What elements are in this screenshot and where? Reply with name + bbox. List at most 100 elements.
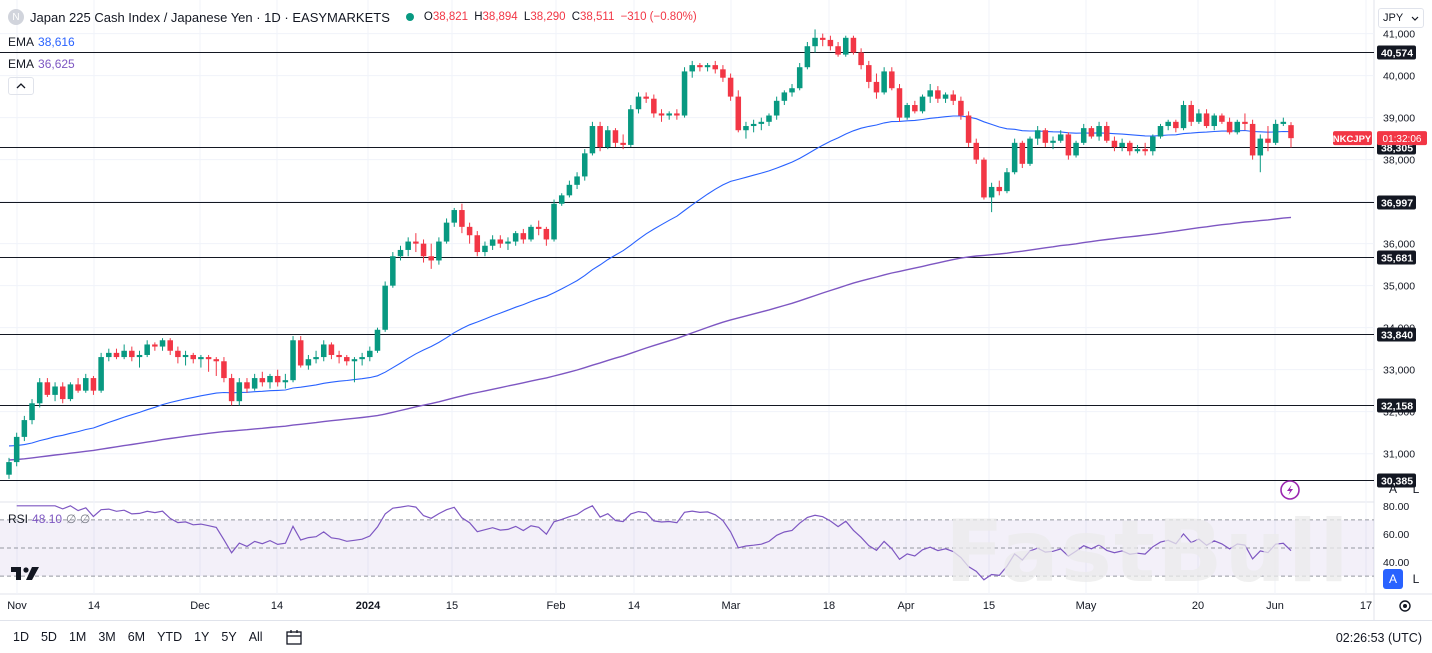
candle-body <box>812 37 818 47</box>
level-tag-label: 32,158 <box>1381 401 1413 413</box>
ema-slow-legend[interactable]: EMA 36,625 <box>8 57 75 71</box>
price-tick-label: 31,000 <box>1383 449 1415 461</box>
collapse-legend-button[interactable] <box>8 77 34 95</box>
price-change: −310 (−0.80%) <box>620 11 697 23</box>
bottom-toolbar: 1D 5D 1M 3M 6M YTD 1Y 5Y All 02:26:53 (U… <box>0 620 1432 653</box>
timeframe-1y[interactable]: 1Y <box>194 630 210 644</box>
candle-body <box>313 357 319 360</box>
candle-body <box>106 352 112 358</box>
tradingview-logo-icon[interactable] <box>10 564 40 582</box>
candle-body <box>866 65 872 82</box>
candle-body <box>344 357 350 362</box>
candle-body <box>512 233 519 242</box>
candle-body <box>543 228 550 240</box>
level-tag-label: 36,997 <box>1381 198 1413 210</box>
ema-fast-legend[interactable]: EMA 38,616 <box>8 35 75 49</box>
candle-body <box>1011 142 1018 173</box>
timeframe-all[interactable]: All <box>248 630 263 644</box>
ema-fast-series <box>8 115 1292 447</box>
candle-body <box>336 354 342 358</box>
candle-body <box>942 94 949 99</box>
candle-body <box>213 359 220 362</box>
candle-body <box>1142 149 1148 152</box>
symbol-title[interactable]: Japan 225 Cash Index / Japanese Yen · 1D… <box>30 9 390 25</box>
candle-body <box>720 69 726 78</box>
candle-body <box>919 96 926 112</box>
log-scale-button[interactable]: L <box>1412 482 1420 496</box>
candle-body <box>367 350 373 358</box>
level-tag <box>1377 473 1416 488</box>
time-tick-label: Dec <box>190 600 210 612</box>
candle-body <box>144 344 150 355</box>
rsi-legend[interactable]: RSI 48.10 ∅ ∅ <box>8 512 91 526</box>
candle-body <box>67 384 74 400</box>
candle-body <box>628 109 634 145</box>
auto-scale-button[interactable]: A <box>1388 482 1397 496</box>
timeframe-3m[interactable]: 3M <box>98 630 116 644</box>
candle-body <box>497 239 504 244</box>
level-tag <box>1377 398 1416 413</box>
candle-body <box>436 241 442 261</box>
chevron-up-icon <box>16 83 26 89</box>
candle-body <box>29 403 35 421</box>
candle-body <box>6 462 12 475</box>
candle-body <box>727 77 734 97</box>
candle-body <box>136 354 143 358</box>
candle-body <box>889 71 895 89</box>
candle-body <box>466 226 473 236</box>
timeframe-ytd[interactable]: YTD <box>157 630 183 644</box>
chart-legend: N Japan 225 Cash Index / Japanese Yen · … <box>8 9 700 25</box>
candle-body <box>950 94 956 101</box>
timeframe-1d[interactable]: 1D <box>13 630 29 644</box>
rsi-auto-scale-button[interactable]: A <box>1383 569 1403 589</box>
rsi-log-scale-button[interactable]: L <box>1412 572 1420 586</box>
candle-body <box>766 115 772 122</box>
candle-body <box>1173 121 1179 129</box>
candle-body <box>1211 115 1217 127</box>
candle-body <box>1219 115 1225 122</box>
time-tick-label: Mar <box>722 600 741 612</box>
utc-clock[interactable]: 02:26:53 (UTC) <box>1335 631 1422 645</box>
timeframe-5d[interactable]: 5D <box>40 630 57 644</box>
candle-body <box>827 39 834 47</box>
timeframe-1m[interactable]: 1M <box>68 630 87 644</box>
candle-body <box>121 350 127 358</box>
candle-body <box>190 354 197 360</box>
symbol-tag-label: NKCJPY <box>1333 134 1372 145</box>
timeframe-5y[interactable]: 5Y <box>221 630 237 644</box>
candle-body <box>773 100 780 116</box>
time-tick-label: Nov <box>7 600 27 612</box>
candle-body <box>382 285 388 330</box>
candle-body <box>98 357 104 391</box>
candle-body <box>390 256 396 286</box>
candle-body <box>927 90 933 97</box>
candle-body <box>274 375 281 383</box>
candle-body <box>988 186 995 198</box>
candle-body <box>83 378 89 391</box>
currency-selector[interactable]: JPY <box>1378 8 1424 28</box>
candle-body <box>1027 138 1033 164</box>
time-axis[interactable]: Nov 14 Dec 14 2024 15 Feb 14 Mar 18 Apr 15 May 20 Jun 1… <box>7 600 1372 612</box>
candle-body <box>1034 130 1041 139</box>
candle-body <box>658 113 665 116</box>
candle-body <box>1203 113 1210 127</box>
candle-body <box>75 384 81 391</box>
candle-body <box>175 350 181 358</box>
candle-body <box>566 184 573 196</box>
calendar-range-icon[interactable] <box>285 629 303 645</box>
level-tag <box>1377 195 1416 210</box>
gear-icon[interactable] <box>1399 600 1411 612</box>
candle-body <box>1157 126 1164 137</box>
lightning-icon[interactable] <box>1280 480 1300 500</box>
candle-body <box>451 210 458 223</box>
timeframe-6m[interactable]: 6M <box>127 630 146 644</box>
candle-body <box>482 245 488 253</box>
candle-body <box>113 352 120 358</box>
candle-body <box>958 100 964 116</box>
candle-body <box>290 340 296 381</box>
candle-body <box>589 126 596 154</box>
candle-body <box>1288 125 1294 139</box>
candle-body <box>689 65 695 72</box>
